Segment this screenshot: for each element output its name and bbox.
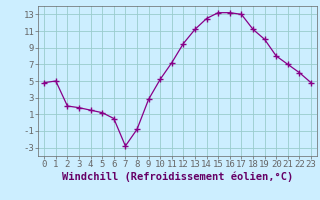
X-axis label: Windchill (Refroidissement éolien,°C): Windchill (Refroidissement éolien,°C) <box>62 172 293 182</box>
